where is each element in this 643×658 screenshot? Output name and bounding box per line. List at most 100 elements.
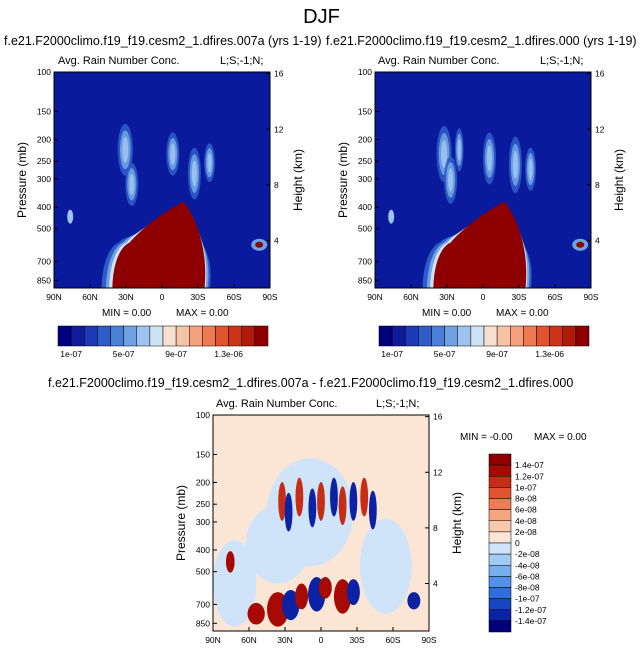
colorbar-label: 9e-07 bbox=[486, 349, 508, 359]
y-axis-label: Pressure (mb) bbox=[336, 142, 350, 218]
y2-tick-label: 4 bbox=[595, 235, 600, 245]
panel-1-variable: Avg. Rain Number Conc. bbox=[58, 55, 180, 67]
x-tick-label: 60S bbox=[547, 292, 562, 302]
y-tick-label: 500 bbox=[358, 224, 372, 234]
negative-anomaly bbox=[407, 592, 421, 610]
convective-plume bbox=[441, 140, 448, 169]
y2-tick-label: 8 bbox=[595, 180, 600, 190]
colorbar-swatch bbox=[444, 325, 458, 347]
y-tick-label: 700 bbox=[196, 599, 210, 609]
colorbar-label: -4e-08 bbox=[515, 560, 540, 570]
positive-anomaly bbox=[295, 583, 309, 610]
panel-2-variable: Avg. Rain Number Conc. bbox=[378, 55, 500, 67]
x-tick-label: 60S bbox=[226, 292, 241, 302]
colorbar-label: 9e-07 bbox=[165, 349, 187, 359]
tropo-feature bbox=[67, 209, 74, 224]
colorbar-label: 1e-07 bbox=[381, 349, 403, 359]
y-tick-label: 200 bbox=[358, 134, 372, 144]
colorbar-label: 1.2e-07 bbox=[515, 471, 544, 481]
colorbar-label: -1.2e-07 bbox=[515, 605, 547, 615]
panel-3-min: MIN = -0.00 bbox=[460, 432, 513, 443]
high-concentration-region bbox=[433, 201, 527, 288]
colorbar-swatch bbox=[488, 520, 512, 533]
y-tick-label: 300 bbox=[358, 174, 372, 184]
y-tick-label: 150 bbox=[358, 106, 372, 116]
colorbar-swatch bbox=[488, 453, 512, 466]
colorbar-label: -6e-08 bbox=[515, 571, 540, 581]
panel-3-variable: Avg. Rain Number Conc. bbox=[216, 398, 338, 410]
colorbar-swatch bbox=[488, 531, 512, 544]
x-tick-label: 60S bbox=[385, 635, 400, 645]
colorbar-swatch bbox=[391, 325, 406, 347]
y2-tick-label: 16 bbox=[274, 69, 284, 79]
y-tick-label: 200 bbox=[37, 134, 51, 144]
y-axis-label: Pressure (mb) bbox=[15, 142, 29, 218]
y2-axis-label: Height (km) bbox=[450, 492, 464, 554]
colorbar-swatch bbox=[110, 325, 124, 347]
convective-plume bbox=[129, 173, 135, 196]
y2-tick-label: 4 bbox=[274, 235, 279, 245]
colorbar-swatch bbox=[97, 325, 111, 347]
panel-2-max: MAX = 0.00 bbox=[496, 308, 549, 319]
convective-plume bbox=[457, 138, 461, 161]
colorbar-label: -2e-08 bbox=[515, 549, 540, 559]
colorbar-swatch bbox=[488, 509, 512, 521]
y-tick-label: 400 bbox=[37, 202, 51, 212]
colorbar-swatch bbox=[488, 598, 512, 610]
colorbar-swatch bbox=[488, 620, 512, 633]
y2-tick-label: 12 bbox=[433, 467, 443, 477]
colorbar-label: 1e-07 bbox=[515, 482, 537, 492]
colorbar-swatch bbox=[162, 325, 177, 347]
negative-anomaly bbox=[308, 488, 317, 528]
positive-anomaly bbox=[333, 579, 352, 614]
y2-tick-label: 12 bbox=[595, 124, 605, 134]
x-tick-label: 90S bbox=[421, 635, 436, 645]
x-tick-label: 60N bbox=[82, 292, 98, 302]
x-tick-label: 30N bbox=[118, 292, 134, 302]
x-tick-label: 90N bbox=[205, 635, 221, 645]
positive-anomaly bbox=[295, 477, 304, 517]
colorbar-swatch bbox=[254, 325, 269, 347]
panel-3-axes: 90N 60N 30N 0 30S 60S 90S 100 150 200 250 300 400 500… bbox=[174, 410, 464, 645]
convective-plume bbox=[122, 136, 129, 163]
y-tick-label: 850 bbox=[196, 618, 210, 628]
y2-tick-label: 4 bbox=[433, 578, 438, 588]
polar-feature-core bbox=[255, 241, 264, 248]
colorbar-swatch bbox=[488, 464, 512, 477]
colorbar-label: 1.3e-06 bbox=[214, 349, 243, 359]
x-tick-label: 30N bbox=[439, 292, 455, 302]
x-tick-label: 60N bbox=[403, 292, 419, 302]
colorbar-swatch bbox=[488, 542, 512, 555]
convective-plume bbox=[170, 143, 176, 165]
panel-1-min: MIN = 0.00 bbox=[102, 308, 152, 319]
panel-1-title: f.e21.F2000climo.f19_f19.cesm2_1.dfires.… bbox=[4, 34, 322, 48]
panel-3-max: MAX = 0.00 bbox=[534, 432, 587, 443]
panel-2-colorbar: 1e-07 5e-07 9e-07 1.3e-06 bbox=[378, 325, 590, 359]
colorbar-swatch bbox=[488, 565, 512, 577]
y2-tick-label: 16 bbox=[595, 69, 605, 79]
x-tick-label: 0 bbox=[481, 292, 486, 302]
weak-negative-region bbox=[245, 505, 311, 584]
colorbar-swatch bbox=[483, 325, 498, 347]
x-tick-label: 90N bbox=[367, 292, 383, 302]
colorbar-label: 1e-07 bbox=[60, 349, 82, 359]
y2-tick-label: 8 bbox=[274, 180, 279, 190]
y-tick-label: 250 bbox=[358, 156, 372, 166]
colorbar-label: 5e-07 bbox=[113, 349, 135, 359]
y2-axis-label: Height (km) bbox=[612, 149, 626, 211]
colorbar-swatch bbox=[70, 325, 85, 347]
negative-anomaly bbox=[349, 481, 358, 521]
y-tick-label: 250 bbox=[37, 156, 51, 166]
y-tick-label: 700 bbox=[37, 256, 51, 266]
colorbar-label: 5e-07 bbox=[434, 349, 456, 359]
y-tick-label: 100 bbox=[196, 410, 210, 420]
panel-2-field bbox=[375, 72, 591, 288]
colorbar-label: 1.3e-06 bbox=[535, 349, 564, 359]
colorbar-swatch bbox=[228, 325, 242, 347]
high-concentration-region bbox=[112, 201, 206, 288]
y-tick-label: 700 bbox=[358, 256, 372, 266]
x-tick-label: 30S bbox=[511, 292, 526, 302]
panel-1-max: MAX = 0.00 bbox=[176, 308, 229, 319]
colorbar-swatch bbox=[470, 325, 485, 347]
